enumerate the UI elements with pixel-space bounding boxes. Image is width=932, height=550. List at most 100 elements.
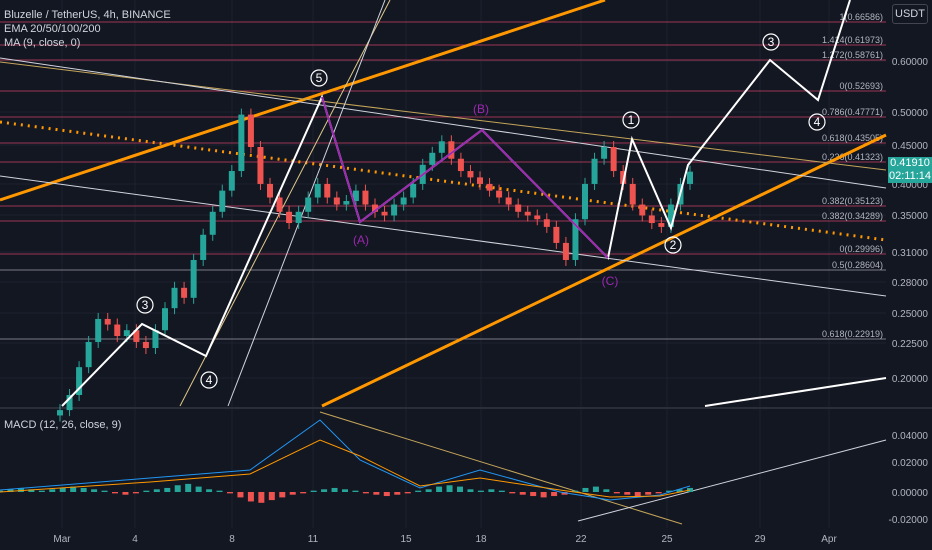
symbol-legend[interactable]: Bluzelle / TetherUS, 4h, BINANCE	[4, 8, 171, 22]
macd-bar	[572, 490, 578, 492]
candle-body	[181, 287, 188, 298]
countdown-badge: 02:11:14	[888, 170, 932, 183]
ema-legend[interactable]: EMA 20/50/100/200	[4, 22, 101, 36]
grid-lines	[0, 0, 932, 528]
symbol-title[interactable]: Bluzelle / TetherUS, 4h, BINANCE	[4, 9, 171, 21]
macd-bar	[498, 490, 505, 492]
candle-body	[658, 223, 665, 227]
candle-body	[305, 197, 312, 212]
macd-trend-line	[319, 411, 683, 525]
x-tick-label: 18	[475, 534, 487, 545]
macd-bar	[216, 490, 223, 492]
signal-line	[0, 439, 691, 498]
macd-bar	[530, 492, 537, 497]
candle-body	[543, 219, 550, 227]
x-tick-label: 8	[229, 534, 235, 545]
macd-bar	[174, 485, 181, 492]
candle-body	[410, 183, 417, 198]
candle-body	[314, 183, 321, 198]
wave-label: 1	[628, 113, 635, 127]
candle-body	[601, 146, 608, 159]
fib-label: 0.786(0.47771)	[822, 107, 883, 117]
candle-body	[286, 211, 293, 224]
macd-bar	[655, 492, 662, 494]
macd-bar	[185, 483, 192, 492]
macd-bar	[206, 489, 213, 492]
x-tick-label: Mar	[53, 534, 71, 545]
candle-body	[629, 183, 636, 205]
candle-body	[152, 330, 159, 349]
candle-body	[610, 146, 617, 172]
wave-label: 4	[814, 115, 821, 129]
macd-bar	[80, 487, 87, 492]
macd-legend[interactable]: MACD (12, 26, close, 9)	[4, 418, 121, 432]
abc-label: (B)	[473, 102, 489, 116]
abc-label: (C)	[602, 274, 619, 288]
macd-bar	[540, 492, 547, 498]
macd-line	[0, 419, 691, 501]
ema-title[interactable]: EMA 20/50/100/200	[4, 23, 101, 35]
fib-label: 0.618(0.22919)	[822, 329, 883, 339]
fib-label: 0(0.52693)	[839, 81, 883, 91]
candle-body	[333, 197, 340, 205]
macd-bar	[446, 485, 453, 492]
macd-pane	[0, 419, 693, 503]
macd-bar	[592, 486, 599, 492]
trend-line	[704, 377, 887, 407]
macd-bar	[394, 492, 401, 495]
abc-label: (A)	[353, 233, 369, 247]
currency-button[interactable]: USDT	[892, 4, 928, 24]
fib-label: 0.5(0.28604)	[832, 260, 883, 270]
fib-label: 0.382(0.34289)	[822, 211, 883, 221]
macd-title[interactable]: MACD (12, 26, close, 9)	[4, 419, 122, 431]
wave-label-circle	[200, 371, 218, 389]
candle-body	[324, 183, 331, 198]
elliott-waves: 3 4 5 1 2 3 4 (A) (B) (C)	[61, 0, 851, 407]
y-tick-label: 0.22500	[892, 339, 929, 350]
candle-body	[276, 197, 283, 212]
macd-bar	[362, 492, 369, 494]
macd-bar	[268, 492, 275, 501]
candle-body	[553, 226, 560, 243]
wave-label-circle	[136, 296, 154, 314]
candle-body	[219, 190, 226, 212]
macd-bar	[28, 489, 35, 492]
orange-channel-upper	[0, 0, 606, 202]
candle-body	[591, 158, 598, 184]
candle-body	[162, 308, 168, 331]
macd-bar	[279, 492, 286, 498]
candle-body	[133, 330, 140, 342]
macd-y-tick-label: 0.02000	[892, 458, 929, 469]
macd-bar	[258, 492, 265, 503]
wave-label-circle	[664, 236, 682, 254]
macd-bar	[70, 486, 77, 492]
macd-y-tick-label: 0.00000	[892, 488, 929, 499]
y-tick-label: 0.60000	[892, 57, 929, 68]
x-tick-label: 25	[661, 534, 673, 545]
macd-bar	[676, 489, 683, 492]
candle-body	[582, 183, 588, 220]
macd-bar	[488, 489, 495, 492]
macd-bar	[645, 492, 652, 495]
macd-bar	[91, 489, 98, 492]
ma-legend[interactable]: MA (9, close, 0)	[4, 36, 80, 50]
candle-body	[123, 330, 130, 337]
candle-body	[267, 183, 273, 198]
y-tick-label: 0.35000	[892, 211, 929, 222]
candle-body	[457, 158, 464, 172]
candle-body	[486, 183, 493, 191]
candle-body	[76, 367, 83, 395]
ma-title[interactable]: MA (9, close, 0)	[4, 37, 81, 49]
candle-body	[667, 204, 674, 227]
macd-bar	[122, 492, 129, 495]
candle-body	[362, 190, 369, 205]
y-tick-label: 0.20000	[892, 374, 929, 385]
wave-label: 3	[768, 35, 775, 49]
trend-line	[0, 175, 887, 297]
candle-body	[295, 211, 302, 224]
candle-series	[57, 108, 693, 422]
macd-bar	[551, 492, 558, 497]
x-tick-label: 15	[400, 534, 412, 545]
macd-bar	[509, 492, 516, 494]
